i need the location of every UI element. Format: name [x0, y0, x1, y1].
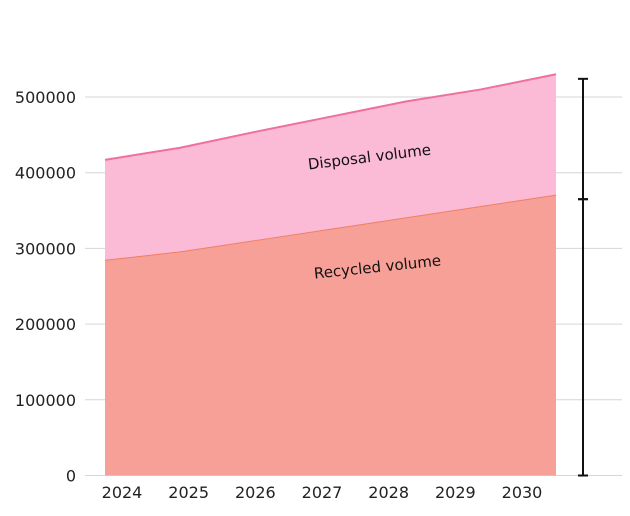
- y-tick-label: 400000: [15, 164, 76, 183]
- y-tick-label: 0: [66, 467, 76, 486]
- x-tick-label: 2024: [102, 483, 143, 502]
- x-tick-label: 2030: [502, 483, 543, 502]
- y-tick-label: 500000: [15, 88, 76, 107]
- y-tick-label: 100000: [15, 391, 76, 410]
- axis-ticks: 0 100000 200000 300000 400000 500000 2024 2025 2…: [15, 88, 542, 502]
- range-bracket: [578, 198, 588, 477]
- area-disposal-volume: [105, 74, 556, 260]
- area-series: [104, 73, 557, 476]
- annotations: [578, 77, 588, 477]
- x-tick-label: 2028: [368, 483, 409, 502]
- area-recycled-volume: [105, 194, 556, 476]
- range-bracket: [578, 77, 588, 201]
- x-tick-label: 2025: [168, 483, 209, 502]
- y-tick-label: 200000: [15, 315, 76, 334]
- x-tick-label: 2029: [435, 483, 476, 502]
- x-tick-label: 2026: [235, 483, 276, 502]
- x-tick-label: 2027: [302, 483, 343, 502]
- y-tick-label: 300000: [15, 239, 76, 258]
- series-line-disposal-volume: [104, 73, 557, 161]
